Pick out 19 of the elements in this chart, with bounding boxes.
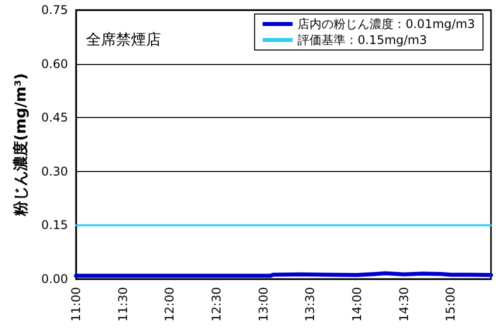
annotation: 全席禁煙店 (86, 30, 161, 48)
y-tick-label: 0.60 (41, 56, 68, 71)
y-tick-label: 0.15 (41, 218, 68, 232)
x-tick-label: 12:00 (162, 287, 177, 322)
x-tick-label: 12:30 (210, 287, 224, 322)
legend-label: 店内の粉じん濃度：0.01mg/m3 (298, 17, 476, 31)
y-tick-label: 0.75 (41, 3, 68, 17)
x-tick-label: 13:00 (256, 287, 270, 322)
x-tick-label: 15:00 (444, 287, 458, 322)
x-tick-label: 14:00 (350, 287, 364, 322)
x-tick-label: 11:00 (69, 287, 83, 322)
y-tick-label: 0.30 (41, 164, 68, 178)
x-tick-label: 13:30 (303, 287, 318, 322)
x-tick-label: 14:30 (396, 287, 411, 322)
y-axis-title: 粉じん濃度(mg/m³) (12, 73, 30, 217)
y-tick-label: 0.00 (41, 272, 68, 286)
x-tick-label: 11:30 (116, 287, 130, 322)
y-tick-label: 0.45 (41, 110, 68, 125)
legend-label: 評価基準：0.15mg/m3 (298, 33, 428, 47)
